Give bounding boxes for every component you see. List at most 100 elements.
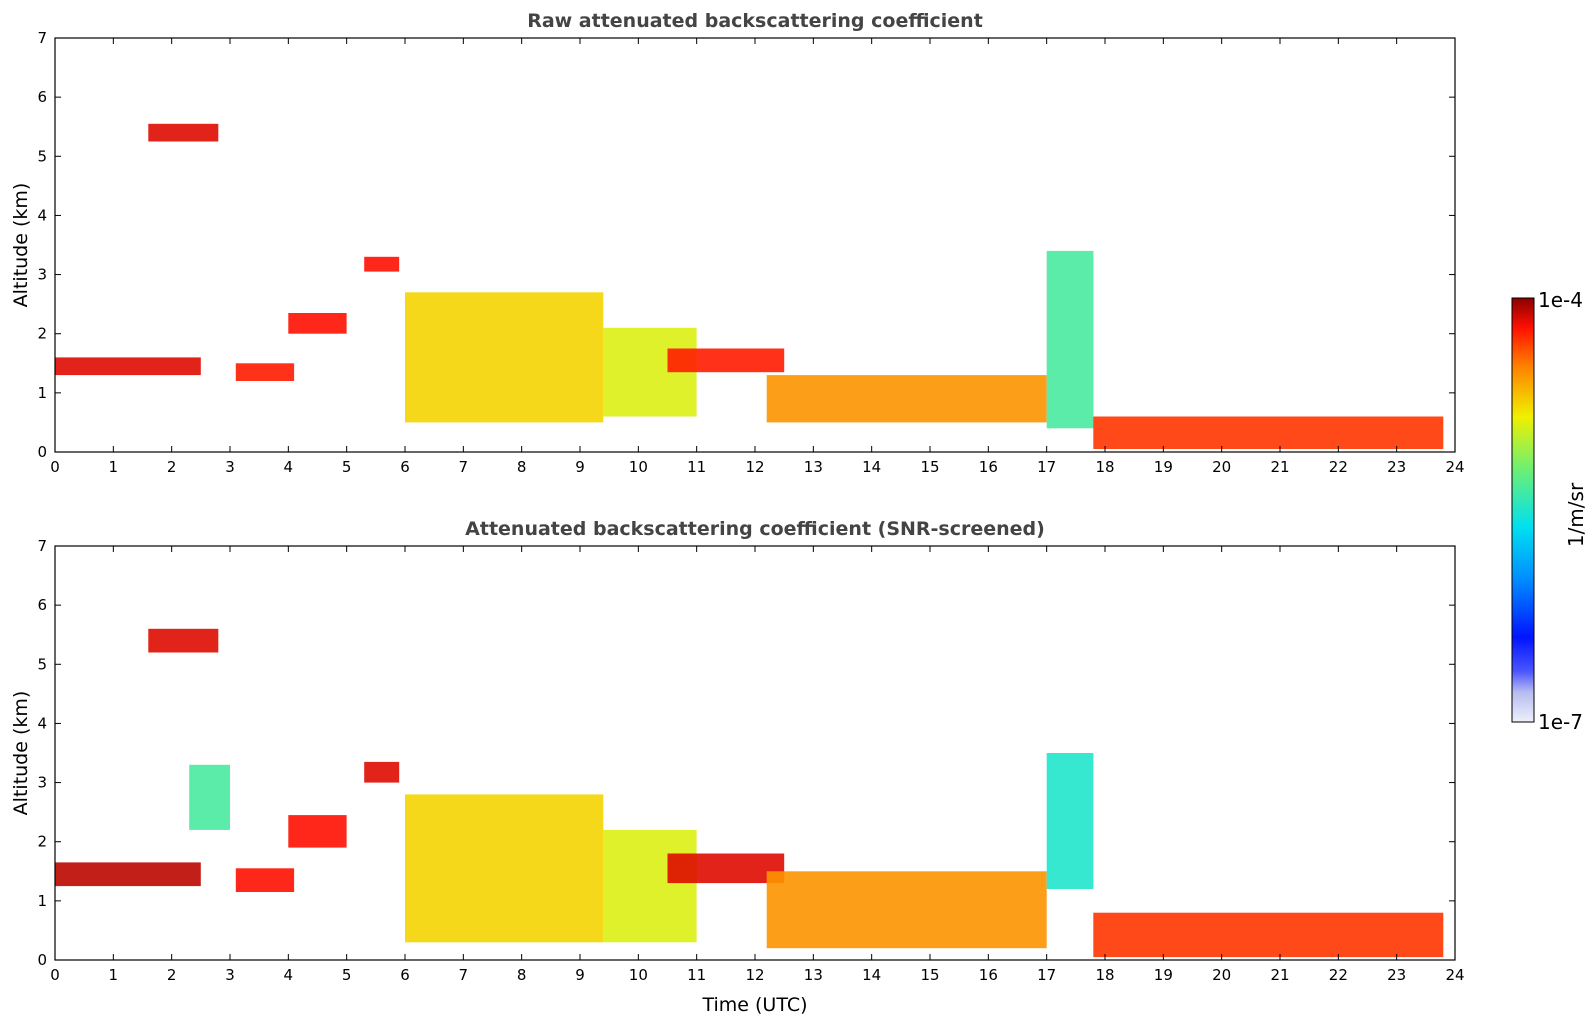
heatmap-layer <box>364 761 400 783</box>
x-tick-label: 12 <box>745 966 764 984</box>
x-tick-label: 9 <box>575 458 585 476</box>
x-tick-label: 10 <box>629 458 648 476</box>
x-tick-label: 22 <box>1329 458 1348 476</box>
x-tick-label: 19 <box>1154 458 1173 476</box>
heatmap-layer <box>55 357 201 376</box>
ylabel-snr: Altitude (km) <box>10 691 32 816</box>
heatmap-layer <box>405 292 604 423</box>
y-tick-label: 7 <box>37 29 47 47</box>
heatmap-layer <box>148 628 219 653</box>
y-tick-label: 3 <box>37 774 47 792</box>
heatmap-layer <box>288 815 347 848</box>
heatmap-layer <box>55 862 201 887</box>
x-tick-label: 17 <box>1037 458 1056 476</box>
panel-raw: Raw attenuated backscattering coefficien… <box>10 10 1465 476</box>
heatmap-layer <box>405 794 604 943</box>
y-tick-label: 6 <box>37 596 47 614</box>
x-tick-label: 2 <box>167 966 177 984</box>
heatmap-layer <box>667 348 785 373</box>
x-tick-label: 5 <box>342 966 352 984</box>
x-tick-label: 8 <box>517 458 527 476</box>
x-tick-label: 2 <box>167 458 177 476</box>
heatmap-layer <box>235 363 295 381</box>
x-tick-label: 17 <box>1037 966 1056 984</box>
colorbar: 1e-4 1e-7 1/m/sr <box>1511 288 1588 734</box>
x-tick-label: 7 <box>459 458 469 476</box>
x-tick-label: 13 <box>804 966 823 984</box>
x-tick-label: 4 <box>284 458 294 476</box>
x-tick-label: 21 <box>1270 966 1289 984</box>
x-tick-label: 0 <box>50 966 60 984</box>
x-tick-label: 12 <box>745 458 764 476</box>
x-tick-label: 18 <box>1095 458 1114 476</box>
x-tick-label: 15 <box>920 966 939 984</box>
y-tick-label: 1 <box>37 892 47 910</box>
heatmap-layer <box>1046 753 1094 889</box>
heatmap-layer <box>1046 250 1094 429</box>
x-tick-label: 11 <box>687 458 706 476</box>
x-tick-label: 10 <box>629 966 648 984</box>
x-tick-label: 15 <box>920 458 939 476</box>
y-tick-label: 5 <box>37 655 47 673</box>
x-tick-label: 24 <box>1445 966 1464 984</box>
x-tick-label: 6 <box>400 458 410 476</box>
frame-snr <box>54 545 1456 961</box>
y-tick-label: 2 <box>37 833 47 851</box>
y-tick-label: 4 <box>37 206 47 224</box>
heatmap-layer <box>288 313 347 334</box>
y-tick-label: 5 <box>37 147 47 165</box>
y-tick-label: 1 <box>37 384 47 402</box>
x-tick-label: 21 <box>1270 458 1289 476</box>
colorbar-min-label: 1e-7 <box>1538 710 1583 734</box>
x-tick-label: 14 <box>862 966 881 984</box>
x-tick-label: 23 <box>1387 966 1406 984</box>
y-tick-label: 0 <box>37 951 47 969</box>
heatmap-layer <box>148 123 219 142</box>
plot-area-snr <box>55 546 1455 960</box>
x-tick-label: 0 <box>50 458 60 476</box>
heatmap-layer <box>364 256 400 272</box>
x-tick-label: 8 <box>517 966 527 984</box>
colorbar-max-label: 1e-4 <box>1538 288 1583 312</box>
x-tick-label: 1 <box>109 458 119 476</box>
colorbar-unit-label: 1/m/sr <box>1564 482 1588 547</box>
x-tick-label: 9 <box>575 966 585 984</box>
heatmap-snr <box>55 628 1444 958</box>
y-tick-label: 7 <box>37 537 47 555</box>
colorbar-gradient <box>1511 297 1535 723</box>
x-tick-label: 7 <box>459 966 469 984</box>
x-tick-label: 13 <box>804 458 823 476</box>
axes-raw: 0 1 2 3 4 5 6 7 8 9 10 11 12 13 14 15 16 17 18 19 20 21 22 23 24… <box>37 29 1464 476</box>
x-tick-label: 1 <box>109 966 119 984</box>
title-snr: Attenuated backscattering coefficient (S… <box>465 518 1045 540</box>
axes-snr: 0 1 2 3 4 5 6 7 8 9 10 11 12 13 14 15 16 17 18 19 20 21 22 23 24… <box>37 537 1464 984</box>
y-tick-label: 2 <box>37 325 47 343</box>
x-tick-label: 18 <box>1095 966 1114 984</box>
x-tick-label: 4 <box>284 966 294 984</box>
panel-snr: Attenuated backscattering coefficient (S… <box>10 518 1465 1016</box>
x-tick-label: 3 <box>225 966 235 984</box>
heatmap-layer <box>766 871 1047 949</box>
x-tick-label: 22 <box>1329 966 1348 984</box>
ylabel-raw: Altitude (km) <box>10 183 32 308</box>
x-tick-label: 16 <box>979 966 998 984</box>
heatmap-layer <box>189 764 230 830</box>
x-tick-label: 23 <box>1387 458 1406 476</box>
y-tick-label: 3 <box>37 266 47 284</box>
x-tick-label: 16 <box>979 458 998 476</box>
x-tick-label: 14 <box>862 458 881 476</box>
x-tick-label: 6 <box>400 966 410 984</box>
frame-raw <box>54 37 1456 453</box>
x-tick-label: 24 <box>1445 458 1464 476</box>
x-tick-label: 5 <box>342 458 352 476</box>
x-tick-label: 3 <box>225 458 235 476</box>
heatmap-layer <box>766 375 1047 423</box>
x-tick-label: 20 <box>1212 966 1231 984</box>
y-tick-label: 0 <box>37 443 47 461</box>
heatmap-layer <box>1093 416 1444 449</box>
xlabel-snr: Time (UTC) <box>701 994 807 1016</box>
y-tick-label: 4 <box>37 714 47 732</box>
title-raw: Raw attenuated backscattering coefficien… <box>527 10 983 32</box>
heatmap-layer <box>603 829 697 943</box>
